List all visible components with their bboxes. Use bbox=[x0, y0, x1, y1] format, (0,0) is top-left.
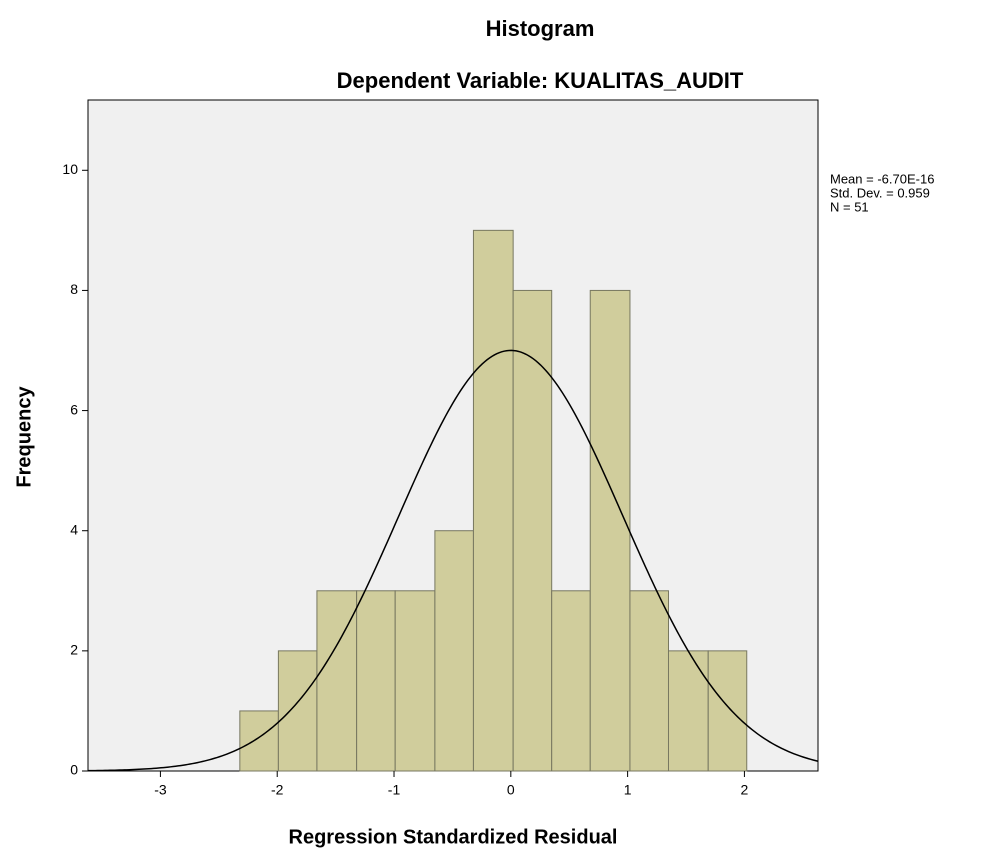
bar bbox=[356, 590, 396, 772]
bar bbox=[472, 229, 514, 772]
stat-label: N = 51 bbox=[830, 199, 869, 214]
stat-label: Mean = -6.70E-16 bbox=[830, 171, 934, 186]
bar bbox=[551, 590, 591, 772]
x-axis-label: Regression Standardized Residual bbox=[289, 826, 618, 848]
bar bbox=[589, 289, 631, 772]
y-tick-label: 2 bbox=[70, 642, 78, 658]
x-tick-label: 2 bbox=[741, 782, 749, 798]
y-tick-label: 8 bbox=[70, 281, 78, 297]
y-tick-label: 0 bbox=[70, 762, 78, 778]
x-tick-label: 0 bbox=[507, 782, 515, 798]
normal-curve bbox=[87, 349, 819, 772]
bar bbox=[394, 590, 436, 772]
bar bbox=[316, 590, 358, 772]
x-tick-label: -1 bbox=[388, 782, 401, 798]
y-axis-label: Frequency bbox=[13, 386, 35, 488]
y-tick-label: 4 bbox=[70, 521, 78, 537]
chart-title: Histogram bbox=[486, 16, 595, 41]
y-tick-label: 10 bbox=[62, 161, 78, 177]
bar bbox=[277, 650, 318, 772]
x-tick-label: -2 bbox=[271, 782, 284, 798]
bar bbox=[629, 590, 669, 772]
y-tick-label: 6 bbox=[70, 401, 78, 417]
x-tick-label: -3 bbox=[154, 782, 167, 798]
stat-label: Std. Dev. = 0.959 bbox=[830, 185, 930, 200]
x-tick-label: 1 bbox=[624, 782, 632, 798]
chart-subtitle: Dependent Variable: KUALITAS_AUDIT bbox=[337, 68, 744, 93]
bar bbox=[667, 650, 709, 772]
bar bbox=[434, 530, 474, 772]
bar bbox=[707, 650, 748, 772]
bar bbox=[512, 289, 553, 772]
bar bbox=[239, 710, 279, 772]
